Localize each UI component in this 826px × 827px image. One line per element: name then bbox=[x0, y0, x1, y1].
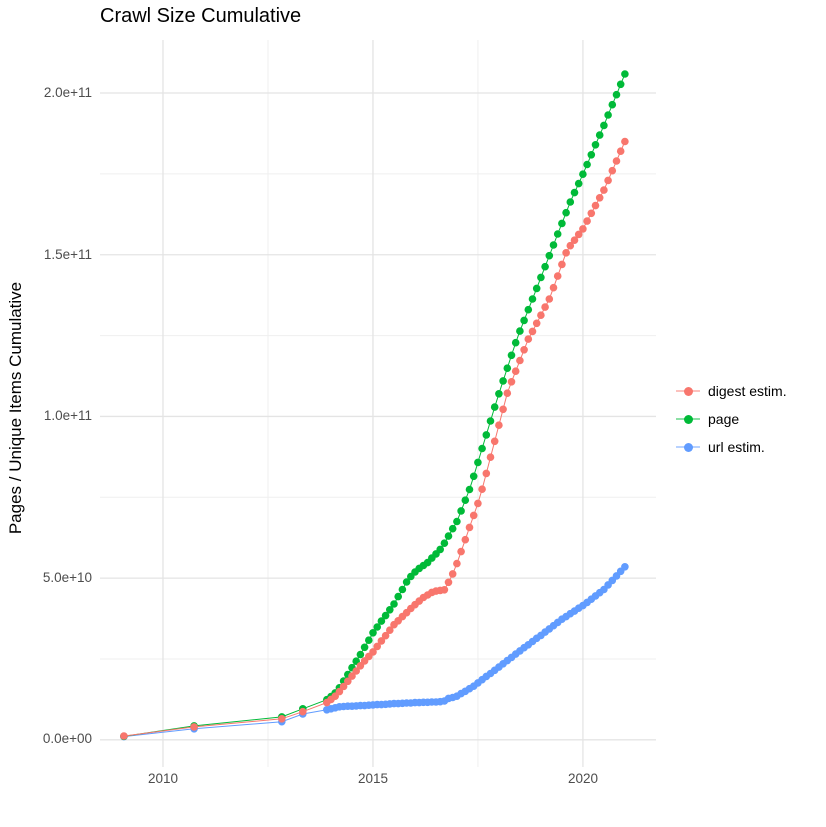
legend-dot-icon bbox=[683, 414, 693, 424]
legend-marker bbox=[676, 382, 700, 400]
plot-area bbox=[100, 40, 656, 767]
legend-entry-page: page bbox=[676, 405, 787, 433]
y-tick-label: 1.0e+11 bbox=[43, 408, 92, 423]
legend-entry-digest-estim: digest estim. bbox=[676, 377, 787, 405]
legend-marker bbox=[676, 410, 700, 428]
legend-dot-icon bbox=[683, 386, 693, 396]
y-tick-label: 2.0e+11 bbox=[43, 85, 92, 100]
y-tick-label: 1.5e+11 bbox=[43, 247, 92, 262]
legend-label: digest estim. bbox=[708, 383, 787, 399]
y-tick-label: 5.0e+10 bbox=[42, 570, 92, 585]
legend-label: url estim. bbox=[708, 439, 765, 455]
x-tick-label: 2015 bbox=[357, 771, 389, 786]
y-tick-label: 0.0e+00 bbox=[42, 731, 92, 746]
chart-title: Crawl Size Cumulative bbox=[100, 5, 302, 27]
x-tick-label: 2020 bbox=[567, 771, 599, 786]
legend-entry-url-estim: url estim. bbox=[676, 433, 787, 461]
legend-label: page bbox=[708, 411, 740, 427]
x-tick-label: 2010 bbox=[147, 771, 179, 786]
legend-dot-icon bbox=[683, 442, 693, 452]
legend: digest estim. page url estim. bbox=[676, 377, 787, 461]
legend-marker bbox=[676, 438, 700, 456]
